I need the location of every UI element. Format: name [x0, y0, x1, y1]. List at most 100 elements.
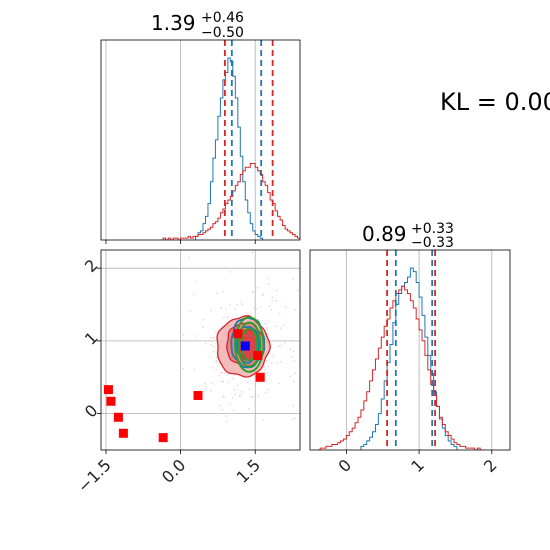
- scatter-point: [294, 417, 296, 419]
- x-tick-label: −1.5: [74, 455, 115, 496]
- scatter-point: [248, 388, 251, 390]
- scatter-point: [226, 316, 229, 319]
- scatter-point: [280, 360, 283, 363]
- scatter-point: [252, 395, 254, 398]
- scatter-point: [262, 419, 265, 421]
- scatter-point: [277, 345, 280, 347]
- red-square-marker: [106, 396, 116, 406]
- scatter-point: [267, 320, 270, 323]
- scatter-point: [292, 404, 295, 407]
- scatter-point: [210, 389, 212, 392]
- scatter-point: [231, 377, 234, 380]
- scatter-point: [195, 281, 197, 283]
- scatter-point: [221, 408, 224, 411]
- scatter-point: [215, 368, 217, 371]
- x-tick-label: 0: [335, 455, 356, 476]
- scatter-point: [264, 391, 267, 394]
- y-tick-label: 2: [81, 255, 102, 276]
- scatter-point: [210, 367, 213, 369]
- scatter-point: [231, 397, 234, 400]
- scatter-point: [292, 350, 295, 353]
- axes-frame: [100, 249, 301, 451]
- scatter-point: [202, 318, 205, 321]
- scatter-point: [278, 382, 280, 385]
- scatter-point: [234, 308, 236, 311]
- scatter-point: [252, 306, 255, 309]
- scatter-point: [264, 322, 267, 325]
- y-tick-labels: 0 1 2: [81, 255, 102, 421]
- axes-frame: [100, 39, 301, 241]
- scatter-point: [276, 289, 278, 292]
- histogram-step-line: [195, 57, 264, 240]
- scatter-point: [256, 286, 259, 289]
- scatter-point: [297, 289, 299, 292]
- scatter-point: [225, 415, 228, 417]
- scatter-point: [182, 367, 184, 369]
- title-main: 0.89: [362, 222, 407, 246]
- scatter-point: [245, 312, 248, 314]
- quantile-lines: [386, 250, 436, 450]
- scatter-point: [219, 371, 222, 374]
- scatter-point: [208, 355, 211, 358]
- joint-contour-panel: −1.5 0.0 1.5 0 1 2: [74, 245, 301, 496]
- scatter-point: [224, 308, 227, 310]
- grid: [97, 250, 300, 454]
- x-tick-label: 1.5: [233, 455, 264, 486]
- marginal-histogram-param2: 0 1 2 0.89 +0.33 −0.33: [309, 221, 511, 476]
- red-square-marker: [158, 433, 168, 443]
- histogram-series: [160, 57, 300, 240]
- scatter-point: [285, 306, 287, 309]
- title-main: 1.39: [151, 11, 196, 35]
- red-square-marker: [253, 350, 263, 360]
- scatter-point: [291, 418, 294, 420]
- scatter-point: [291, 355, 294, 358]
- axes-frame: [309, 249, 511, 451]
- scatter-point: [189, 310, 192, 313]
- scatter-point: [294, 309, 297, 311]
- scatter-point: [267, 366, 270, 368]
- scatter-point: [267, 283, 270, 285]
- scatter-point: [252, 291, 254, 293]
- scatter-point: [271, 296, 274, 299]
- scatter-point: [290, 339, 293, 342]
- scatter-point: [250, 395, 252, 398]
- scatter-point: [220, 307, 223, 309]
- scatter-point: [210, 309, 213, 312]
- scatter-point: [236, 384, 239, 387]
- histogram-series: [317, 267, 484, 450]
- scatter-point: [215, 342, 217, 345]
- panel-title: 1.39 +0.46 −0.50: [151, 10, 244, 41]
- title-sub: −0.50: [201, 25, 244, 41]
- x-tick-labels: −1.5 0.0 1.5: [74, 455, 264, 496]
- quantile-lines: [223, 40, 274, 240]
- scatter-point: [229, 271, 232, 273]
- scatter-point: [275, 299, 277, 302]
- y-tick-label: 1: [81, 328, 102, 349]
- scatter-point: [225, 421, 228, 423]
- scatter-point: [215, 292, 218, 294]
- scatter-point: [215, 360, 218, 363]
- x-tick-label: 1: [407, 455, 428, 476]
- scatter-point: [257, 318, 260, 321]
- scatter-point: [278, 312, 281, 315]
- scatter-point: [275, 325, 278, 327]
- scatter-point: [209, 337, 212, 339]
- scatter-point: [202, 326, 204, 328]
- scatter-point: [238, 395, 241, 397]
- scatter-point: [230, 245, 232, 247]
- red-square-marker: [255, 372, 265, 382]
- scatter-point: [219, 404, 222, 407]
- title-sup: +0.33: [411, 221, 454, 237]
- scatter-point: [210, 344, 212, 346]
- scatter-point: [212, 337, 214, 339]
- scatter-point: [229, 304, 231, 306]
- red-square-marker: [118, 428, 128, 438]
- scatter-point: [257, 395, 260, 398]
- scatter-point: [239, 301, 242, 303]
- scatter-point: [276, 362, 278, 364]
- scatter-point: [188, 256, 190, 259]
- green-contour: [234, 316, 265, 373]
- x-tick-label: 2: [480, 455, 501, 476]
- red-square-marker: [113, 412, 123, 422]
